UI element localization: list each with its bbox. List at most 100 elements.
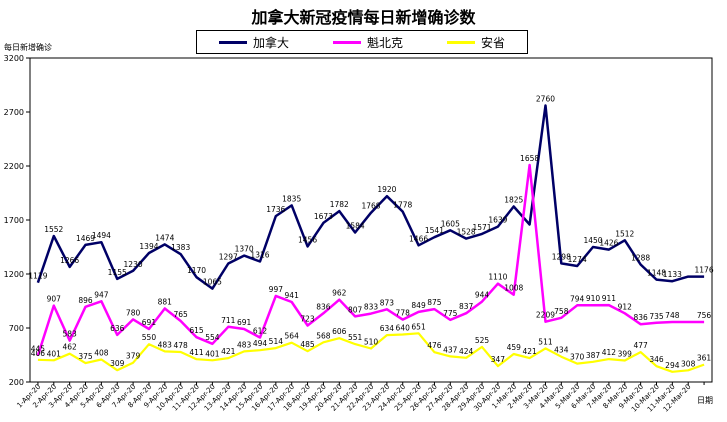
legend-item-ontario: 安省 xyxy=(446,34,505,51)
legend-swatch-ontario xyxy=(446,40,475,44)
data-label-quebec-2: 583 xyxy=(62,330,77,339)
legend-swatch-canada xyxy=(218,40,247,44)
data-label-ontario-1: 401 xyxy=(47,349,62,358)
data-label-quebec-28: 944 xyxy=(475,291,490,300)
data-label-canada-42: 1176 xyxy=(695,266,714,275)
data-label-quebec-42: 756 xyxy=(697,311,712,320)
data-label-ontario-38: 477 xyxy=(633,341,648,350)
y-tick-label-6: 3200 xyxy=(4,54,24,63)
data-label-quebec-36: 911 xyxy=(602,294,617,303)
data-label-ontario-31: 421 xyxy=(522,347,537,356)
data-label-canada-32: 2760 xyxy=(536,95,555,104)
data-label-canada-17: 1456 xyxy=(298,235,317,244)
series-line-canada xyxy=(36,104,705,290)
data-label-ontario-22: 634 xyxy=(380,324,395,333)
data-label-canada-1: 1552 xyxy=(44,225,63,234)
data-label-canada-13: 1370 xyxy=(235,245,254,254)
data-label-canada-24: 1466 xyxy=(409,234,428,243)
data-label-ontario-34: 370 xyxy=(570,353,585,362)
legend-label-quebec: 魁北克 xyxy=(366,35,403,50)
legend-swatch-quebec xyxy=(332,40,361,44)
data-label-ontario-18: 568 xyxy=(316,331,331,340)
x-axis-label: 日期 xyxy=(697,396,713,405)
data-label-quebec-20: 807 xyxy=(348,305,363,314)
data-label-quebec-38: 836 xyxy=(633,313,648,322)
data-label-quebec-0: 445 xyxy=(31,345,46,354)
data-label-canada-8: 1474 xyxy=(155,233,174,242)
data-label-quebec-17: 723 xyxy=(300,315,315,324)
data-label-canada-18: 1673 xyxy=(314,212,333,221)
data-label-ontario-10: 411 xyxy=(189,348,204,357)
data-label-canada-38: 1288 xyxy=(631,253,650,262)
data-label-ontario-23: 640 xyxy=(396,323,411,332)
data-label-quebec-16: 941 xyxy=(285,291,300,300)
data-label-canada-19: 1782 xyxy=(330,200,349,209)
data-label-ontario-17: 485 xyxy=(300,340,315,349)
data-label-ontario-33: 434 xyxy=(554,346,569,355)
data-label-ontario-15: 514 xyxy=(269,337,284,346)
data-label-canada-10: 1170 xyxy=(187,266,206,275)
data-label-quebec-13: 691 xyxy=(237,318,252,327)
plot-area xyxy=(29,57,713,383)
y-tick-label-0: 200 xyxy=(9,378,24,387)
data-label-canada-33: 1298 xyxy=(552,252,571,261)
y-tick-label-3: 1700 xyxy=(4,216,24,225)
data-label-quebec-4: 947 xyxy=(94,290,109,299)
data-label-ontario-14: 494 xyxy=(253,339,268,348)
data-label-canada-16: 1835 xyxy=(282,194,301,203)
data-label-quebec-15: 997 xyxy=(269,285,284,294)
data-label-quebec-7: 691 xyxy=(142,318,157,327)
data-label-ontario-30: 459 xyxy=(507,343,522,352)
data-label-ontario-8: 483 xyxy=(158,340,173,349)
data-label-quebec-9: 765 xyxy=(174,310,189,319)
data-label-quebec-39: 735 xyxy=(649,312,664,321)
data-label-canada-14: 1316 xyxy=(250,250,269,259)
y-tick-label-2: 1200 xyxy=(4,270,24,279)
data-label-quebec-1: 907 xyxy=(47,295,62,304)
data-label-ontario-19: 606 xyxy=(332,327,347,336)
data-label-quebec-11: 554 xyxy=(205,333,220,342)
data-label-canada-29: 1639 xyxy=(488,216,507,225)
data-label-canada-3: 1469 xyxy=(76,234,95,243)
data-label-quebec-14: 612 xyxy=(253,327,268,336)
data-label-canada-21: 1768 xyxy=(361,202,380,211)
data-label-quebec-21: 833 xyxy=(364,303,379,312)
data-label-quebec-5: 636 xyxy=(110,324,125,333)
series-line-ontario xyxy=(37,332,705,373)
data-label-ontario-41: 308 xyxy=(681,359,696,368)
data-label-canada-15: 1736 xyxy=(266,205,285,214)
data-label-canada-6: 1230 xyxy=(124,260,143,269)
data-label-ontario-24: 651 xyxy=(411,322,426,331)
data-label-canada-12: 1297 xyxy=(219,253,238,262)
data-label-quebec-37: 912 xyxy=(618,302,633,311)
data-label-ontario-11: 401 xyxy=(205,349,220,358)
data-label-canada-26: 1605 xyxy=(441,219,460,228)
data-label-ontario-26: 437 xyxy=(443,345,458,354)
data-label-quebec-3: 896 xyxy=(78,296,93,305)
data-label-quebec-27: 837 xyxy=(459,302,474,311)
data-label-ontario-39: 346 xyxy=(649,355,664,364)
y-tick-label-4: 2200 xyxy=(4,162,24,171)
data-label-ontario-16: 564 xyxy=(285,332,300,341)
data-label-ontario-27: 424 xyxy=(459,347,474,356)
data-label-quebec-26: 775 xyxy=(443,309,458,318)
data-label-ontario-40: 294 xyxy=(665,361,680,370)
data-label-quebec-22: 873 xyxy=(380,298,395,307)
data-label-canada-34: 1274 xyxy=(568,255,587,264)
y-axis-label: 每日新增确诊 xyxy=(4,43,52,52)
data-label-canada-22: 1920 xyxy=(377,185,396,194)
data-label-canada-11: 1065 xyxy=(203,278,222,287)
legend-item-quebec: 魁北克 xyxy=(332,34,403,51)
data-label-canada-4: 1494 xyxy=(92,231,111,240)
data-label-ontario-9: 478 xyxy=(174,341,189,350)
data-label-canada-40: 1133 xyxy=(663,270,682,279)
data-label-canada-27: 1528 xyxy=(457,228,476,237)
data-label-ontario-42: 361 xyxy=(697,354,712,363)
data-label-quebec-12: 711 xyxy=(221,316,236,325)
data-label-quebec-34: 794 xyxy=(570,294,585,303)
data-label-canada-39: 1148 xyxy=(647,269,666,278)
data-label-quebec-35: 910 xyxy=(586,294,601,303)
data-label-ontario-6: 379 xyxy=(126,352,141,361)
data-label-ontario-29: 347 xyxy=(491,355,506,364)
